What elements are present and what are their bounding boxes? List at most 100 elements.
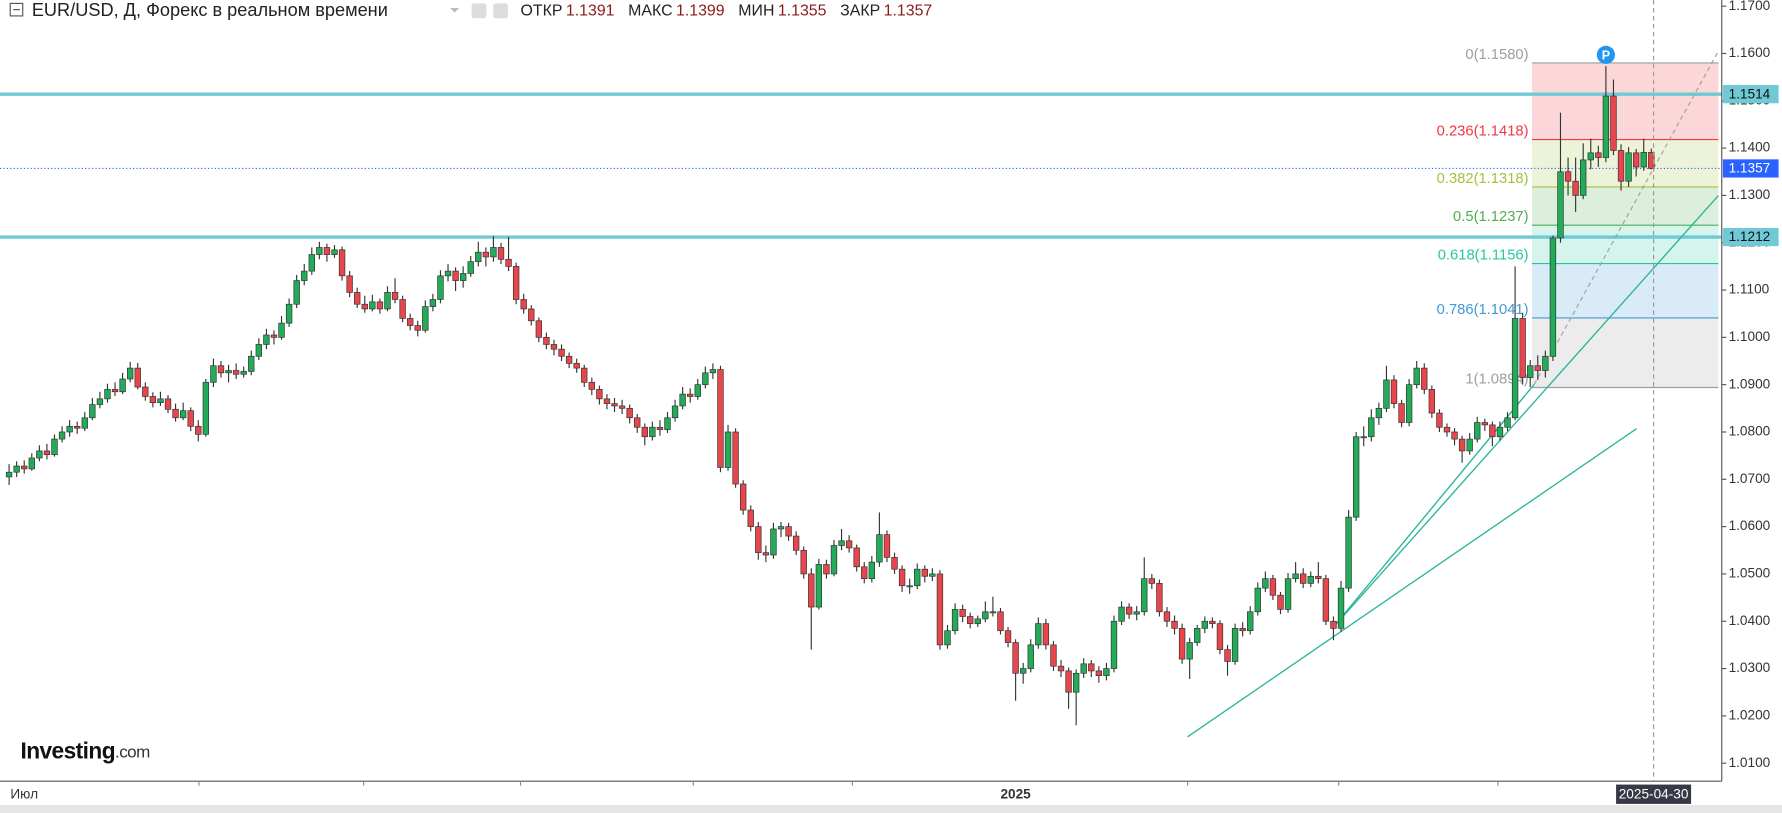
candle-body — [815, 564, 823, 608]
candle-body — [709, 369, 717, 374]
candle-body — [301, 270, 308, 281]
candle-body — [1095, 670, 1103, 676]
candle-body — [1239, 627, 1246, 632]
field-value: 1.1391 — [566, 3, 615, 20]
candle-body — [74, 425, 81, 429]
settings-icon[interactable] — [471, 3, 487, 19]
candle-body — [1209, 620, 1216, 624]
candle-body — [96, 398, 104, 405]
candle-body — [573, 363, 580, 369]
candle-body — [248, 355, 255, 372]
candle-body — [497, 247, 505, 260]
candle-body — [459, 273, 467, 281]
candle-body — [792, 535, 800, 551]
candle-body — [702, 372, 709, 386]
candle-body — [422, 306, 429, 331]
candle-body — [376, 301, 384, 310]
candle-body — [13, 465, 20, 473]
candle-body — [66, 425, 73, 433]
candle-body — [1595, 152, 1602, 158]
candle-body — [861, 566, 868, 579]
candle-body — [588, 381, 595, 390]
y-tick-label: 1.0900 — [1729, 376, 1771, 391]
candle-body — [1352, 436, 1360, 518]
candle-body — [240, 371, 247, 375]
candle-body — [679, 393, 686, 407]
candle-body — [1057, 665, 1065, 672]
candle-body — [1080, 663, 1087, 674]
y-tick-label: 1.1000 — [1729, 329, 1771, 344]
candle-body — [747, 509, 754, 527]
peak-marker-label: P — [1602, 48, 1610, 62]
candle-body — [543, 337, 550, 345]
candle-body — [808, 573, 815, 608]
candle-body — [1254, 587, 1261, 613]
candle-body — [1133, 611, 1140, 615]
candle-body — [43, 450, 51, 456]
fib-label: 0.236(1.1418) — [1437, 124, 1529, 140]
candle-body — [1171, 620, 1178, 629]
price-axis-bg — [1721, 0, 1782, 813]
candle-body — [354, 292, 361, 305]
candle-body — [611, 403, 618, 407]
candle-body — [1496, 426, 1504, 438]
candle-body — [1489, 424, 1496, 438]
fib-label: 0(1.1580) — [1465, 47, 1528, 63]
time-ticks — [198, 781, 1499, 786]
y-tick-label: 1.1100 — [1729, 282, 1770, 297]
candle-body — [149, 396, 157, 403]
candle-body — [1504, 417, 1511, 428]
candle-body — [1178, 627, 1186, 660]
candle-body — [1269, 578, 1277, 596]
candle-body — [437, 275, 444, 300]
candle-body — [1315, 575, 1322, 579]
fib-band — [1531, 62, 1719, 140]
candle-body — [1088, 663, 1095, 672]
dropdown-arrow[interactable] — [450, 7, 460, 13]
scroll-strip — [0, 805, 1782, 813]
candle-body — [1103, 668, 1110, 676]
candle-body — [5, 471, 13, 478]
candle-body — [1436, 412, 1443, 428]
field-label: МИН — [738, 3, 774, 20]
candle-body — [982, 611, 989, 620]
settings-icon[interactable] — [493, 3, 509, 19]
candle-body — [429, 299, 437, 307]
candle-body — [1118, 606, 1125, 622]
candle-body — [732, 431, 739, 485]
candle-body — [1156, 583, 1163, 613]
candle-body — [951, 609, 959, 632]
candle-body — [1004, 630, 1012, 643]
candle-body — [270, 334, 278, 338]
candle-body — [1330, 620, 1337, 629]
collapse-icon[interactable] — [9, 2, 24, 17]
field-label: ЗАКР — [840, 3, 880, 20]
candle-body — [581, 367, 588, 383]
candle-body — [346, 275, 353, 293]
candle-body — [1247, 611, 1254, 632]
candle-body — [1300, 573, 1307, 584]
candle-body — [558, 348, 565, 357]
candle-body — [1557, 171, 1564, 239]
candle-body — [467, 261, 474, 274]
candle-body — [1466, 438, 1473, 452]
candle-body — [596, 389, 603, 400]
fib-label: 0.786(1.1041) — [1437, 302, 1529, 318]
candle-body — [1632, 152, 1640, 168]
candle-body — [891, 557, 898, 570]
candle-body — [28, 457, 35, 470]
candle-body — [830, 545, 838, 575]
logo-suffix: .com — [115, 742, 150, 761]
candle-body — [1602, 95, 1610, 158]
candle-body — [1443, 426, 1451, 433]
candle-body — [452, 270, 459, 281]
field-value: 1.1357 — [884, 3, 933, 20]
candle-body — [1345, 516, 1352, 589]
candle-body — [512, 266, 520, 300]
candle-body — [618, 405, 626, 409]
candle-body — [1368, 417, 1375, 438]
y-tick-label: 1.1300 — [1729, 187, 1771, 202]
candle-body — [179, 410, 187, 419]
candle-body — [634, 417, 641, 428]
candle-body — [202, 381, 210, 435]
